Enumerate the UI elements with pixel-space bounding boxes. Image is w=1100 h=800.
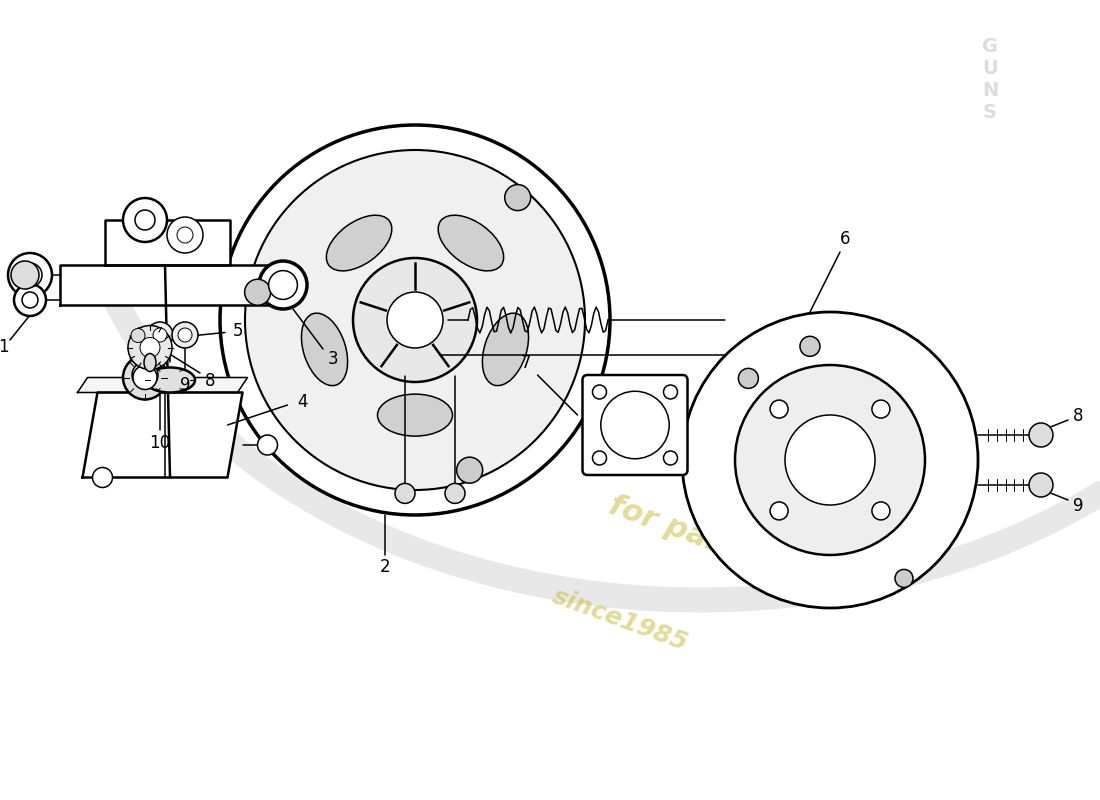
Circle shape bbox=[387, 292, 443, 348]
Ellipse shape bbox=[301, 313, 348, 386]
Circle shape bbox=[22, 292, 38, 308]
FancyBboxPatch shape bbox=[583, 375, 688, 475]
Circle shape bbox=[1028, 423, 1053, 447]
Text: 6: 6 bbox=[839, 230, 850, 248]
Polygon shape bbox=[104, 220, 230, 265]
Circle shape bbox=[131, 329, 145, 342]
Circle shape bbox=[268, 270, 297, 299]
Text: 1: 1 bbox=[0, 338, 9, 356]
Circle shape bbox=[135, 210, 155, 230]
Text: for parts: for parts bbox=[605, 490, 756, 570]
Text: 8: 8 bbox=[1072, 407, 1084, 425]
Circle shape bbox=[872, 400, 890, 418]
Circle shape bbox=[167, 217, 204, 253]
Circle shape bbox=[11, 261, 38, 289]
Circle shape bbox=[593, 451, 606, 465]
Ellipse shape bbox=[601, 391, 669, 458]
Circle shape bbox=[663, 385, 678, 399]
Text: G
U
N
S: G U N S bbox=[982, 38, 998, 122]
Circle shape bbox=[140, 338, 159, 358]
Circle shape bbox=[257, 435, 277, 455]
Circle shape bbox=[800, 336, 820, 356]
Circle shape bbox=[895, 570, 913, 587]
Ellipse shape bbox=[144, 354, 156, 371]
Text: 7: 7 bbox=[520, 354, 531, 372]
Circle shape bbox=[785, 415, 874, 505]
Circle shape bbox=[395, 483, 415, 503]
Ellipse shape bbox=[483, 313, 529, 386]
Circle shape bbox=[456, 457, 483, 483]
Text: 9: 9 bbox=[1072, 497, 1084, 515]
Circle shape bbox=[128, 326, 172, 370]
Polygon shape bbox=[60, 265, 270, 305]
Circle shape bbox=[682, 312, 978, 608]
Circle shape bbox=[172, 322, 198, 348]
Circle shape bbox=[244, 279, 271, 306]
Circle shape bbox=[245, 150, 585, 490]
Circle shape bbox=[18, 263, 42, 287]
Text: 4: 4 bbox=[297, 393, 308, 411]
Text: 5: 5 bbox=[233, 322, 243, 341]
Polygon shape bbox=[77, 378, 248, 393]
Circle shape bbox=[177, 227, 192, 243]
Polygon shape bbox=[82, 393, 242, 478]
Circle shape bbox=[8, 253, 52, 297]
Circle shape bbox=[92, 467, 112, 487]
Circle shape bbox=[593, 385, 606, 399]
Circle shape bbox=[133, 366, 157, 390]
Circle shape bbox=[1028, 473, 1053, 497]
Circle shape bbox=[220, 125, 610, 515]
Ellipse shape bbox=[377, 394, 452, 436]
Circle shape bbox=[123, 198, 167, 242]
Text: 10: 10 bbox=[150, 434, 170, 452]
Circle shape bbox=[446, 483, 465, 503]
Circle shape bbox=[153, 328, 167, 342]
Circle shape bbox=[872, 502, 890, 520]
Circle shape bbox=[258, 261, 307, 309]
Ellipse shape bbox=[327, 215, 392, 271]
Circle shape bbox=[735, 365, 925, 555]
Circle shape bbox=[353, 258, 477, 382]
Circle shape bbox=[147, 322, 173, 348]
Circle shape bbox=[178, 328, 192, 342]
Text: 8: 8 bbox=[205, 372, 216, 390]
Circle shape bbox=[738, 368, 758, 388]
Text: a passion: a passion bbox=[498, 378, 662, 462]
Circle shape bbox=[770, 502, 788, 520]
Text: 2: 2 bbox=[379, 558, 390, 576]
Circle shape bbox=[770, 400, 788, 418]
Circle shape bbox=[663, 451, 678, 465]
Circle shape bbox=[14, 284, 46, 316]
Ellipse shape bbox=[145, 367, 195, 393]
Circle shape bbox=[123, 355, 167, 399]
Ellipse shape bbox=[438, 215, 504, 271]
Circle shape bbox=[505, 185, 530, 210]
Text: 3: 3 bbox=[328, 350, 339, 368]
Text: 9: 9 bbox=[179, 376, 190, 394]
Circle shape bbox=[132, 362, 158, 388]
Text: since1985: since1985 bbox=[549, 584, 691, 656]
